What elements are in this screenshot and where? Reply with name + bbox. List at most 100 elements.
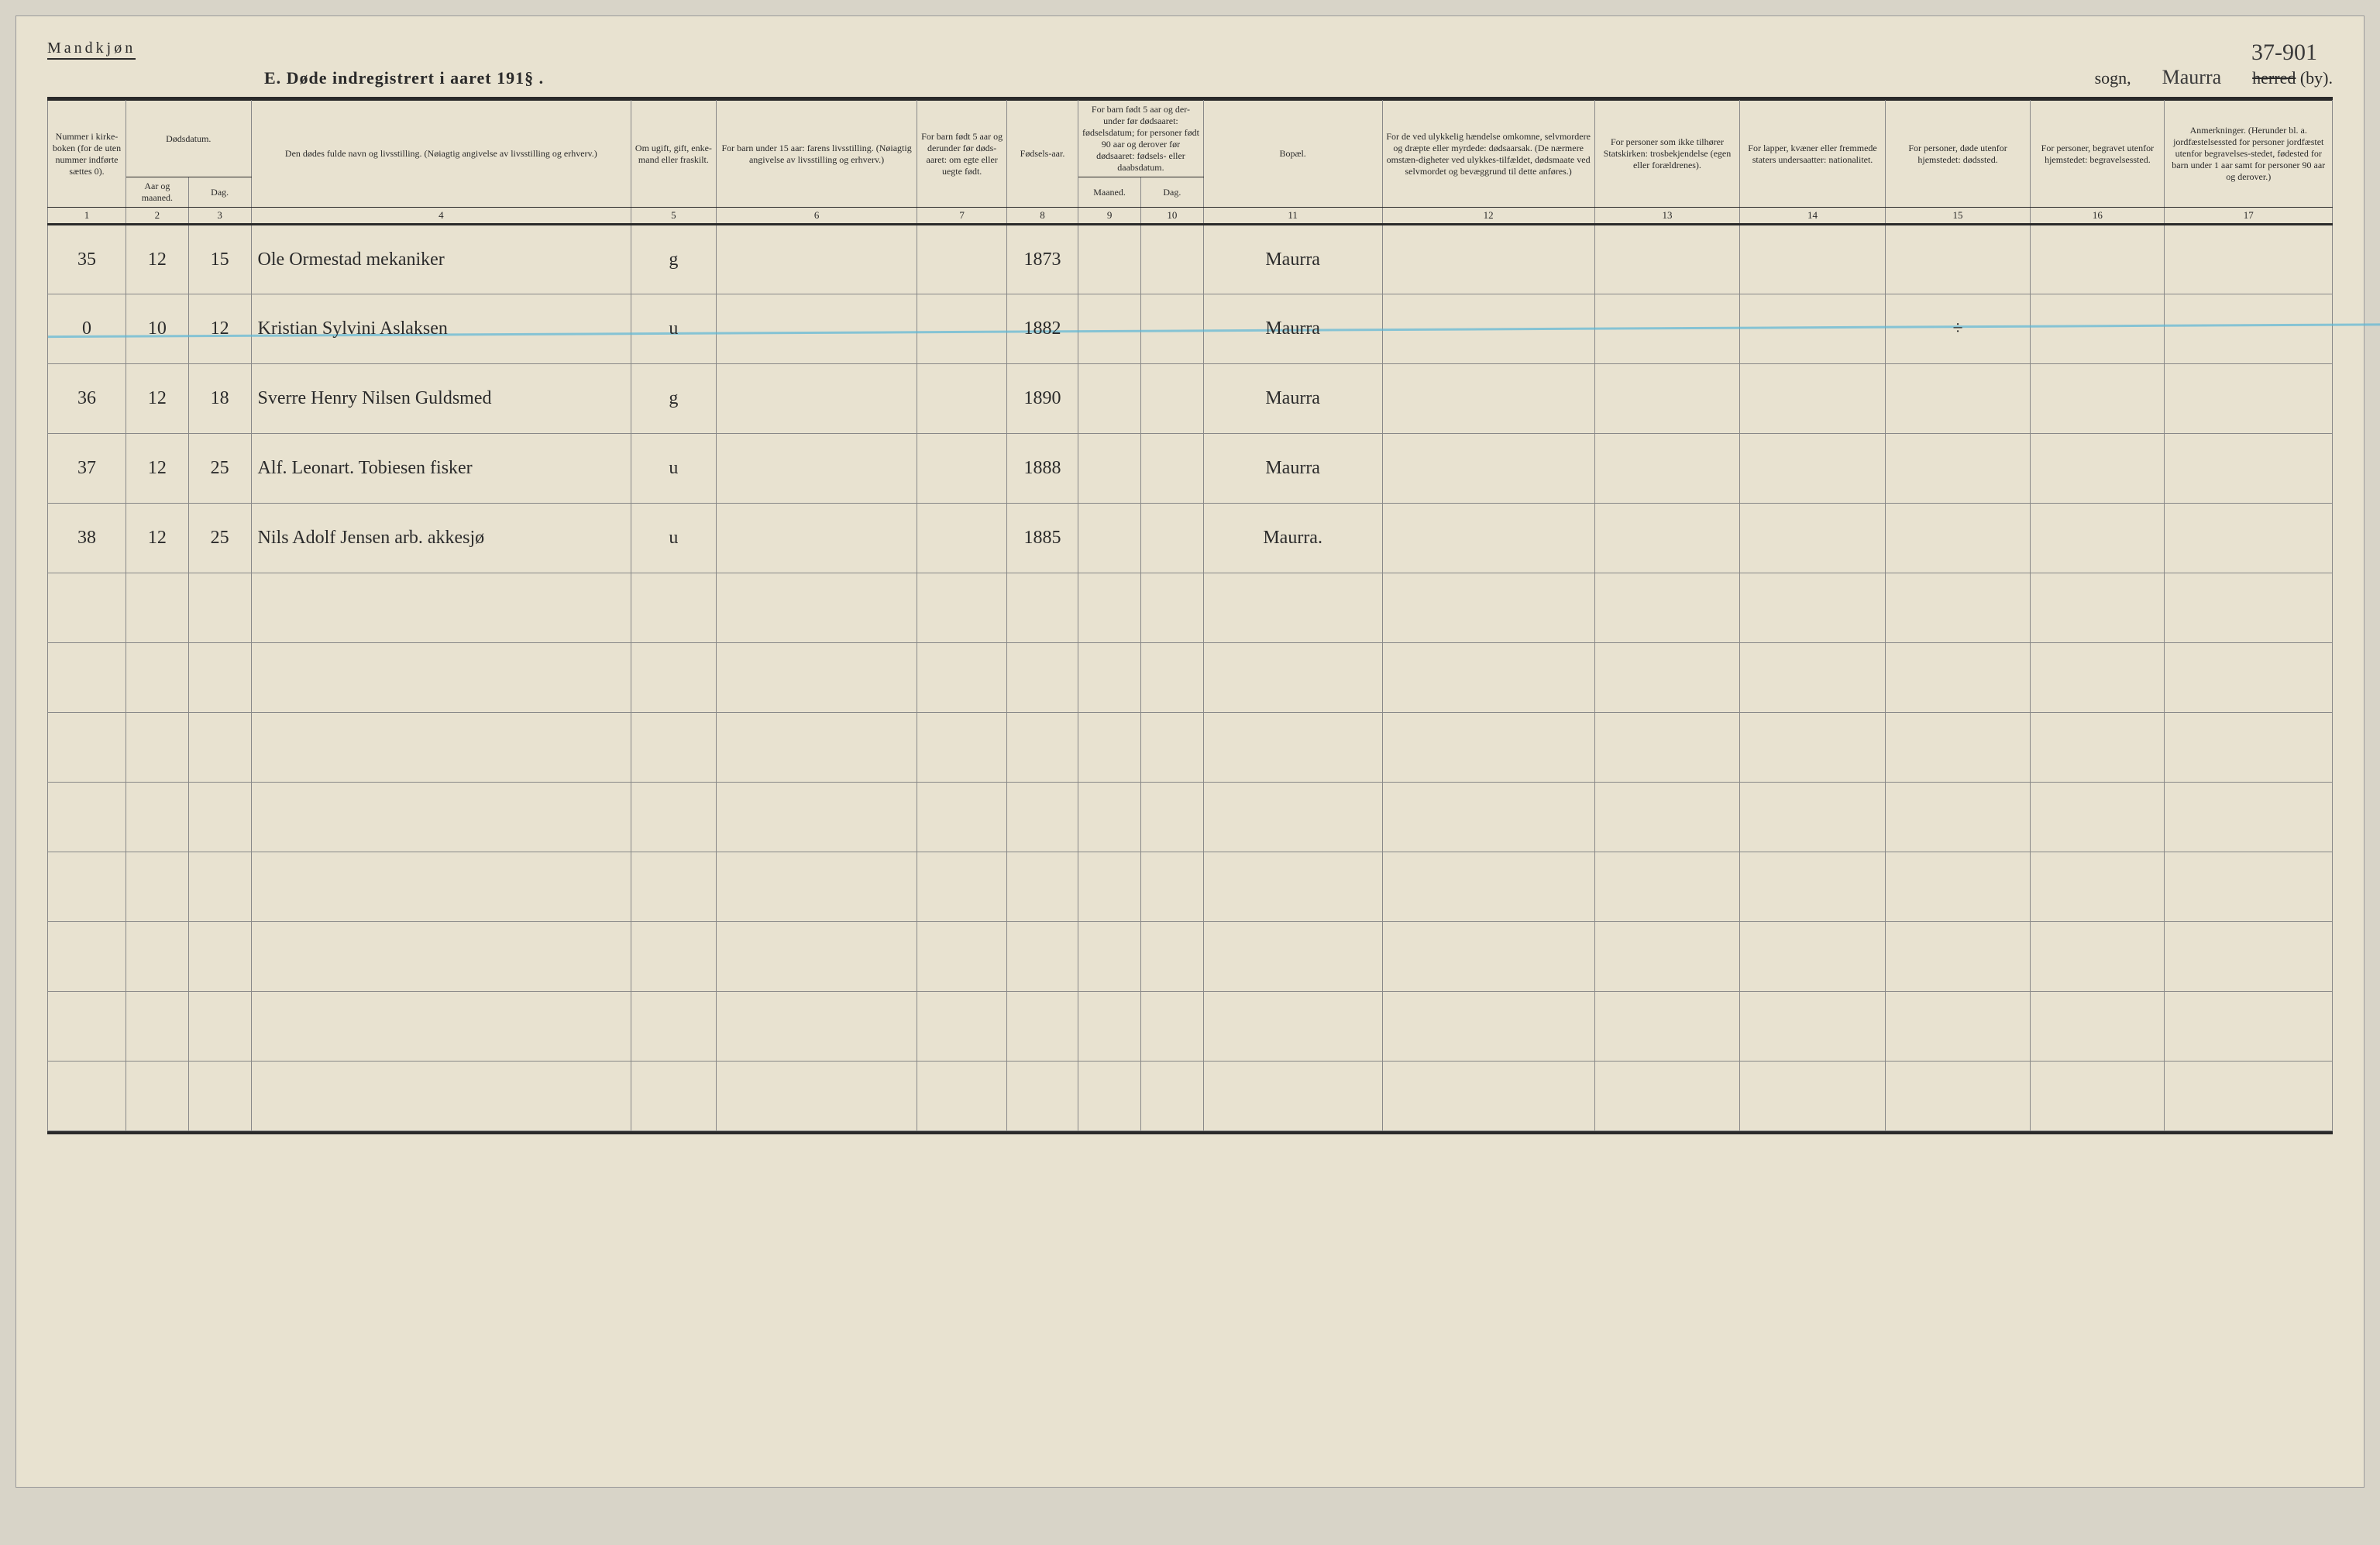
cell-bm <box>1078 225 1141 294</box>
cell-burial <box>2031 294 2165 364</box>
empty-cell <box>48 922 126 992</box>
empty-cell <box>631 1062 717 1131</box>
table-row: 371225Alf. Leonart. Tobiesen fiskeru1888… <box>48 434 2333 504</box>
cell-cause <box>1382 434 1594 504</box>
empty-cell <box>1594 992 1740 1062</box>
empty-cell <box>2165 1062 2333 1131</box>
empty-cell <box>716 643 917 713</box>
empty-cell <box>251 852 631 922</box>
empty-cell <box>917 922 1006 992</box>
cell-bm <box>1078 504 1141 573</box>
col-header-16: For personer, begravet utenfor hjemstede… <box>2031 101 2165 208</box>
empty-cell <box>1885 573 2031 643</box>
empty-cell <box>2031 852 2165 922</box>
cell-legit <box>917 225 1006 294</box>
cell-father <box>716 225 917 294</box>
empty-cell <box>2165 783 2333 852</box>
cell-num: 36 <box>48 364 126 434</box>
cell-bm <box>1078 364 1141 434</box>
empty-cell <box>1006 643 1078 713</box>
empty-cell <box>126 713 188 783</box>
cell-civil: u <box>631 434 717 504</box>
cell-residence: Maurra <box>1203 434 1382 504</box>
empty-cell <box>2165 573 2333 643</box>
table-row: 381225Nils Adolf Jensen arb. akkesjøu188… <box>48 504 2333 573</box>
cell-name: Kristian Sylvini Aslaksen <box>251 294 631 364</box>
table-row: 01012Kristian Sylvini Aslaksenu1882Maurr… <box>48 294 2333 364</box>
empty-cell <box>1203 783 1382 852</box>
empty-cell <box>631 922 717 992</box>
cell-month: 12 <box>126 434 188 504</box>
cell-birthyear: 1888 <box>1006 434 1078 504</box>
col-header-11: Bopæl. <box>1203 101 1382 208</box>
colnum: 6 <box>716 208 917 225</box>
empty-cell <box>1006 713 1078 783</box>
table-body: 351215Ole Ormestad mekanikerg1873Maurra0… <box>48 225 2333 1131</box>
empty-cell <box>631 852 717 922</box>
empty-cell <box>1382 922 1594 992</box>
empty-cell <box>1382 1062 1594 1131</box>
colnum: 3 <box>188 208 251 225</box>
col-header-9g: For barn født 5 aar og der-under før død… <box>1078 101 1204 177</box>
cell-legit <box>917 434 1006 504</box>
cell-faith <box>1594 294 1740 364</box>
empty-cell <box>1594 852 1740 922</box>
empty-cell <box>1740 643 1886 713</box>
cell-bd <box>1140 364 1203 434</box>
cell-bm <box>1078 294 1141 364</box>
empty-cell <box>1594 573 1740 643</box>
empty-cell <box>917 852 1006 922</box>
empty-cell <box>917 783 1006 852</box>
empty-cell <box>188 713 251 783</box>
form-title: E. Døde indregistrert i aaret 191§ . <box>264 68 544 88</box>
sogn-label: sogn, <box>2095 68 2131 88</box>
empty-cell <box>1885 992 2031 1062</box>
colnum: 9 <box>1078 208 1141 225</box>
empty-cell <box>1078 713 1141 783</box>
cell-name: Nils Adolf Jensen arb. akkesjø <box>251 504 631 573</box>
empty-cell <box>917 1062 1006 1131</box>
col-header-14: For lapper, kvæner eller fremmede stater… <box>1740 101 1886 208</box>
empty-cell <box>48 992 126 1062</box>
cell-burial <box>2031 504 2165 573</box>
empty-cell <box>2031 783 2165 852</box>
cell-deathplace <box>1885 225 2031 294</box>
empty-cell <box>126 783 188 852</box>
empty-cell <box>1382 643 1594 713</box>
col-header-7: For barn født 5 aar og derunder før døds… <box>917 101 1006 208</box>
empty-cell <box>917 573 1006 643</box>
empty-cell <box>1740 783 1886 852</box>
empty-cell <box>1140 643 1203 713</box>
empty-cell <box>716 713 917 783</box>
empty-cell <box>1382 992 1594 1062</box>
colnum: 10 <box>1140 208 1203 225</box>
herred-struck: herred <box>2252 68 2296 88</box>
empty-cell <box>1885 713 2031 783</box>
col-header-2g: Dødsdatum. <box>126 101 251 177</box>
empty-cell <box>631 992 717 1062</box>
empty-cell <box>188 783 251 852</box>
empty-cell <box>1140 1062 1203 1131</box>
header-row-1: Nummer i kirke-boken (for de uten nummer… <box>48 101 2333 177</box>
herred-tail: (by). <box>2296 68 2333 88</box>
empty-cell <box>251 992 631 1062</box>
empty-cell <box>1594 783 1740 852</box>
empty-cell <box>251 783 631 852</box>
cell-notes <box>2165 504 2333 573</box>
death-register-table: Nummer i kirke-boken (for de uten nummer… <box>47 100 2333 1131</box>
empty-cell <box>48 1062 126 1131</box>
cell-deathplace: ÷ <box>1885 294 2031 364</box>
cell-faith <box>1594 225 1740 294</box>
cell-birthyear: 1890 <box>1006 364 1078 434</box>
cell-day: 18 <box>188 364 251 434</box>
empty-cell <box>1885 852 2031 922</box>
cell-burial <box>2031 434 2165 504</box>
cell-father <box>716 434 917 504</box>
cell-name: Sverre Henry Nilsen Guldsmed <box>251 364 631 434</box>
empty-cell <box>716 573 917 643</box>
cell-deathplace <box>1885 504 2031 573</box>
empty-cell <box>188 922 251 992</box>
cell-birthyear: 1882 <box>1006 294 1078 364</box>
empty-cell <box>631 713 717 783</box>
empty-cell <box>716 992 917 1062</box>
